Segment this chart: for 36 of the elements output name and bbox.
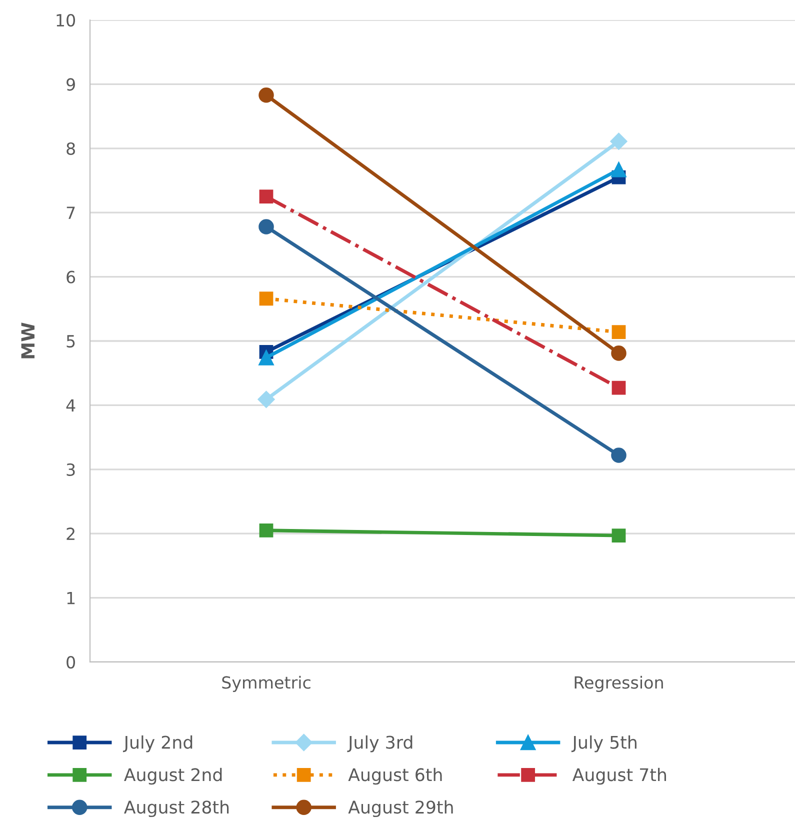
y-tick-label: 2: [66, 528, 74, 540]
point: [612, 528, 626, 542]
point: [259, 523, 274, 538]
legend-label: July 3rd: [347, 735, 412, 752]
point: [611, 448, 626, 463]
point: [258, 390, 275, 408]
legend-label: August 2nd: [124, 768, 222, 785]
y-axis-title: MW: [21, 322, 34, 358]
legend-label: August 6th: [348, 768, 442, 785]
legend-label: July 2nd: [122, 735, 192, 752]
y-tick-label: 0: [66, 656, 76, 669]
y-tick-label: 6: [66, 270, 76, 284]
x-tick-label: Symmetric: [222, 676, 310, 692]
point: [612, 380, 626, 395]
point: [611, 162, 626, 178]
point: [611, 346, 626, 361]
y-tick-label: 3: [66, 463, 75, 476]
y-tick-label: 8: [66, 142, 75, 155]
point: [612, 325, 626, 339]
point: [610, 132, 628, 150]
point: [258, 219, 274, 234]
y-tick-label: 4: [66, 399, 76, 412]
y-tick-label: 7: [66, 206, 75, 219]
point: [259, 190, 274, 204]
y-tick-label: 1: [67, 592, 75, 604]
legend-label: August 29th: [348, 800, 453, 818]
point: [259, 292, 274, 306]
point: [258, 350, 274, 366]
y-tick-label: 10: [56, 14, 76, 27]
y-tick-label: 9: [66, 78, 75, 91]
x-tick-label: Regression: [574, 676, 663, 692]
legend-label: August 28th: [124, 800, 229, 818]
legend-label: July 5th: [571, 735, 636, 752]
legend-label: August 7th: [572, 768, 666, 785]
point: [258, 87, 274, 103]
y-tick-label: 5: [66, 335, 75, 348]
